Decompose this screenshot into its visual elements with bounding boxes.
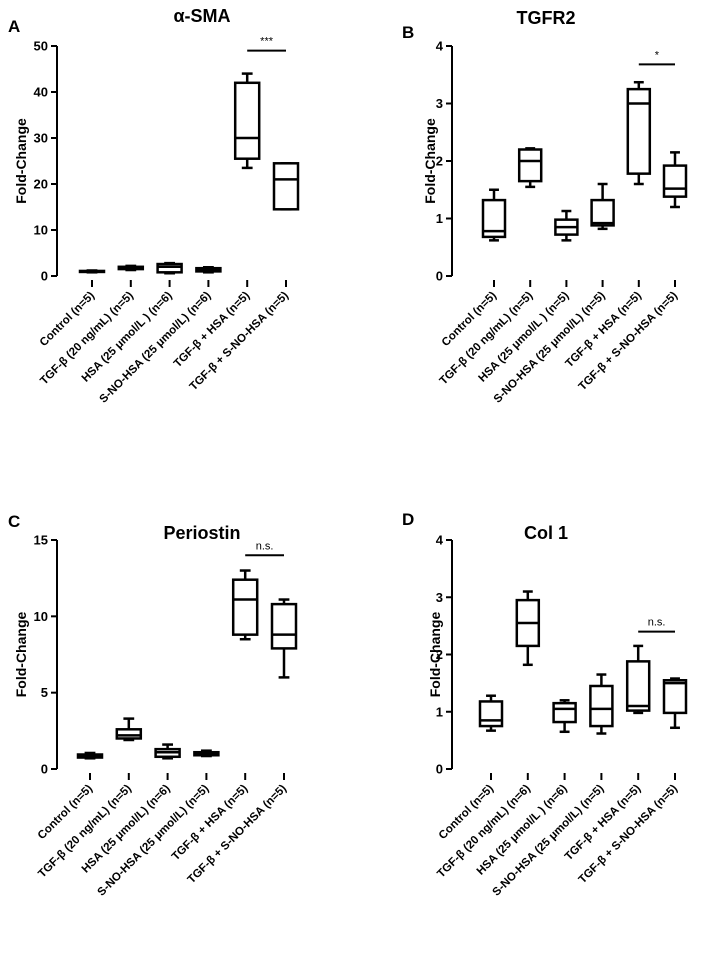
significance-label: n.s. [256,540,274,552]
box-plot [115,717,143,742]
y-tick-label: 0 [436,269,443,284]
box-iqr [481,198,507,239]
y-tick-label: 2 [436,154,443,169]
y-tick-label: 10 [34,223,48,238]
y-tick-label: 3 [436,590,443,605]
panel-letter: A [8,17,20,36]
chart-title: TGFR2 [516,8,575,28]
y-axis-title: Fold-Change [427,612,443,698]
box-plot [515,590,541,667]
box-plot [195,266,222,274]
y-axis-title: Fold-Change [422,118,438,204]
box-iqr [625,660,651,712]
box-iqr [115,728,143,740]
box-iqr [662,679,688,715]
y-tick-label: 1 [436,704,443,719]
y-tick-label: 50 [34,39,48,54]
significance-label: *** [260,36,274,48]
category-label: TGF-β + HSA (n=5) [170,783,251,864]
box-plot [662,151,688,209]
y-tick-label: 30 [34,131,48,146]
significance-label: n.s. [648,617,666,629]
box-plot [76,751,104,760]
box-iqr [517,148,543,183]
y-tick-label: 0 [41,762,48,777]
box-iqr [478,700,504,728]
y-tick-label: 10 [34,609,48,624]
box-plot [625,644,651,715]
y-tick-label: 0 [41,269,48,284]
box-plot [193,749,220,758]
box-iqr [626,87,652,175]
box-iqr [590,198,615,227]
box-plot [552,699,577,734]
y-axis-title: Fold-Change [13,612,29,698]
chart-title: α-SMA [173,6,230,26]
box-iqr [231,578,259,636]
y-tick-label: 3 [436,96,443,111]
chart-title: Periostin [163,523,240,543]
category-label: TGF-β + HSA (n=5) [172,290,253,371]
y-tick-label: 0 [436,762,443,777]
y-tick-label: 4 [436,533,444,548]
panel-letter: B [402,23,414,42]
box-plot [233,72,261,170]
box-plot [154,743,181,760]
y-tick-label: 1 [436,211,443,226]
y-tick-label: 4 [436,39,444,54]
box-plot [517,147,543,189]
box-iqr [552,701,577,724]
box-plot [590,182,615,231]
box-plot [272,162,300,211]
box-plot [270,598,298,679]
box-iqr [662,164,688,198]
box-plot [478,694,504,732]
box-plot [117,264,145,272]
chart-title: Col 1 [524,523,568,543]
y-axis-title: Fold-Change [13,118,29,204]
box-plot [156,261,183,275]
box-plot [662,677,688,730]
y-tick-label: 40 [34,85,48,100]
y-tick-label: 2 [436,647,443,662]
box-iqr [156,262,183,274]
box-iqr [270,602,298,650]
box-plot [589,673,614,735]
y-tick-label: 20 [34,177,48,192]
box-plot [554,209,579,242]
box-iqr [233,81,261,160]
box-iqr [272,162,300,211]
y-tick-label: 15 [34,533,48,548]
panel-letter: D [402,510,414,529]
box-iqr [589,684,614,728]
box-plot [626,80,652,186]
panel-letter: C [8,512,20,531]
y-tick-label: 5 [41,685,48,700]
box-plot [78,269,106,274]
significance-label: * [655,49,660,61]
box-plot [231,569,259,641]
box-plot [481,188,507,242]
